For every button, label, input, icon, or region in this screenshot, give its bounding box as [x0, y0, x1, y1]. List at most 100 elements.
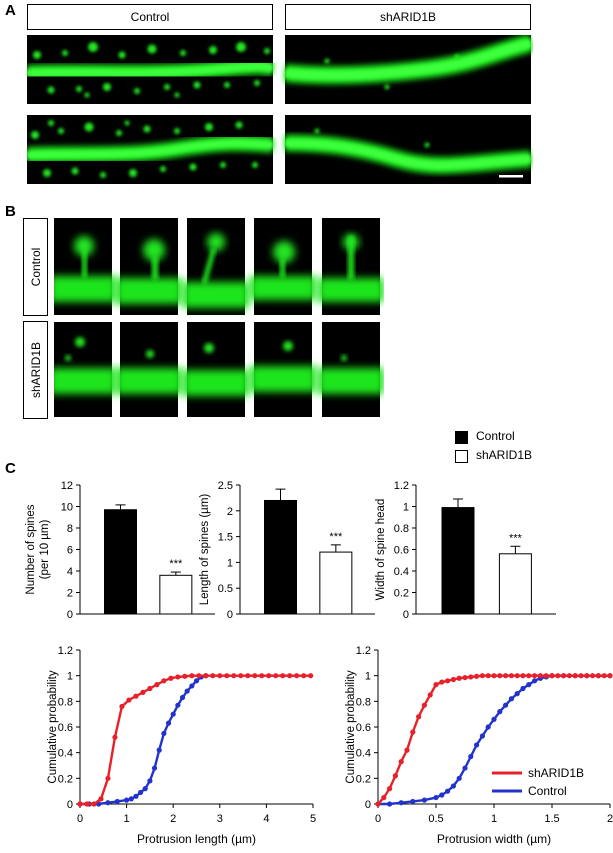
chart4-series-Control-point-18	[508, 696, 514, 702]
chart2-ytick-label-4: 0.8	[394, 523, 409, 535]
chart4-series-shARID1B-point-23	[508, 673, 514, 679]
chart3-series-Control-point-17	[179, 694, 186, 701]
chart4-series-shARID1B-line	[377, 674, 610, 805]
chart3-series-shARID1B-point-5	[112, 734, 118, 740]
chart3-series-shARID1B-point-0	[77, 801, 83, 807]
chart4-series-Control-point-14	[485, 724, 491, 730]
chart4-series-shARID1B-point-29	[543, 673, 549, 679]
chart3-ytick-label-6: 1.2	[58, 645, 73, 657]
chart4-series-shARID1B-point-30	[549, 673, 555, 679]
chart4-xtick-label-2: 1	[491, 813, 497, 825]
chart4-series-shARID1B-point-5	[404, 747, 410, 753]
chart4-series-shARID1B-point-21	[497, 673, 503, 679]
chart4-series-Control-point-11	[468, 753, 474, 760]
chart4-series-shARID1B-point-2	[387, 786, 393, 792]
chart3-series-shARID1B-point-19	[210, 673, 216, 679]
chart3-series-shARID1B-point-12	[161, 678, 167, 684]
spine-sharid1b-3	[183, 322, 249, 417]
chart3-series-shARID1B-point-31	[294, 673, 300, 679]
chart0-ytick-label-4: 8	[67, 523, 73, 535]
chart4-series-Control-point-6	[439, 792, 445, 798]
chart3-series-shARID1B-point-26	[259, 673, 265, 679]
chart1-ytick-label-2: 1	[227, 557, 233, 569]
chart2-ytick-label-1: 0.2	[394, 588, 409, 600]
chart4-xtick-label-0: 0	[375, 813, 381, 825]
chart3-xtick-label-0: 0	[77, 813, 83, 825]
chart3-series-shARID1B-point-11	[154, 682, 160, 688]
chart4-series-shARID1B-point-28	[537, 673, 544, 679]
chart3-series-Control-point-16	[175, 702, 181, 708]
chart4-series-Control-point-19	[514, 691, 520, 697]
chart3-series-shARID1B-point-33	[308, 673, 314, 679]
chart0-ytick-label-0: 0	[67, 609, 73, 621]
chart3-series-Control-point-13	[161, 730, 167, 737]
chart1-ytick-label-0: 0	[227, 609, 233, 621]
chart4-series-shARID1B-point-17	[474, 673, 480, 679]
chart2-bar-0	[441, 507, 475, 615]
chart1-ylabel: Length of spines (µm)	[199, 494, 211, 606]
chart4-ytick-label-5: 1	[365, 671, 371, 683]
chart4-series-Control-point-3	[410, 798, 416, 805]
chart3-series-shARID1B-point-7	[126, 697, 132, 703]
chart4-series-Control-line	[378, 674, 610, 806]
chart4-legend-label-Control: Control	[528, 784, 567, 798]
chart3-series-shARID1B-point-16	[189, 673, 195, 679]
panel-c-label: C	[5, 460, 16, 477]
chart4-series-Control-point-1	[387, 801, 393, 807]
chart4-series-shARID1B-point-33	[566, 673, 573, 679]
spine-sharid1b-5	[318, 322, 384, 417]
chart3-series-shARID1B-point-32	[301, 673, 307, 679]
chart4-ytick-label-6: 1.2	[356, 645, 371, 657]
chart4-series-shARID1B-point-26	[526, 673, 532, 679]
chart3-series-shARID1B-point-29	[280, 673, 286, 679]
chart4-xlabel: Protrusion width (µm)	[437, 832, 551, 846]
chart4-series-shARID1B-point-25	[520, 673, 526, 679]
chart3-series-Control-point-4	[114, 798, 120, 805]
chart4-series-Control-point-8	[450, 783, 456, 789]
chart3-ytick-label-2: 0.4	[58, 748, 73, 760]
chart4-series-shARID1B-point-36	[584, 673, 590, 679]
chart2-bar-1	[498, 553, 532, 615]
chart4-series-shARID1B-point-0	[375, 801, 381, 807]
chart4-series-shARID1B-point-35	[578, 673, 584, 679]
chart3-series-shARID1B-point-27	[266, 673, 272, 679]
chart4-series-shARID1B-point-40	[607, 673, 613, 679]
chart4-series-Control-point-15	[491, 716, 497, 722]
chart4-series-shARID1B-point-13	[450, 676, 456, 683]
chart4-series-Control-point-21	[526, 682, 532, 688]
chart1-bar-1	[319, 551, 353, 615]
chart4-series-Control-point-7	[445, 788, 451, 794]
legend-swatch-control	[455, 431, 468, 444]
chart4-ylabel: Cumulative probability	[345, 670, 357, 783]
chart0-ytick-label-6: 12	[61, 480, 73, 492]
chart4-series-Control-point-13	[479, 733, 485, 739]
spine-control-2	[116, 218, 182, 315]
spine-sharid1b-1	[54, 322, 116, 417]
chart4-series-Control-point-9	[456, 775, 462, 781]
chart4-series-shARID1B-point-3	[392, 773, 398, 779]
chart3-ytick-label-1: 0.2	[58, 773, 73, 785]
chart4-series-shARID1B-point-34	[572, 673, 578, 679]
chart3-xtick-label-5: 5	[310, 813, 316, 825]
chart4-series-Control-point-2	[398, 800, 404, 806]
chart4-series-shARID1B-point-39	[601, 673, 607, 679]
chart3-series-Control-point-11	[151, 765, 158, 771]
chart4-series-shARID1B-point-14	[456, 675, 462, 681]
chart3-series-Control-point-18	[184, 688, 190, 694]
chart3-series-Control-point-3	[105, 800, 111, 806]
chart4-series-shARID1B-point-20	[491, 673, 497, 679]
micrograph-sharid1b-1	[284, 35, 533, 104]
panel-b-row-label-sharid1b: shARID1B	[23, 321, 48, 419]
spine-sharid1b-2	[116, 322, 182, 417]
chart3-series-shARID1B-line	[80, 674, 311, 806]
chart3-series-shARID1B-point-9	[140, 689, 146, 695]
chart4-legend-label-shARID1B: shARID1B	[528, 766, 584, 780]
micrograph-sharid1b-2	[284, 115, 532, 184]
chart3-series-shARID1B-point-8	[133, 693, 139, 699]
chart4-series-Control-point-20	[520, 685, 526, 692]
chart0-bar-1	[159, 574, 193, 615]
chart4-series-shARID1B-point-12	[445, 678, 451, 684]
chart3-ytick-label-0: 0	[67, 799, 73, 811]
chart4-series-Control-point-10	[462, 765, 468, 771]
micrograph-control-2	[27, 115, 274, 184]
